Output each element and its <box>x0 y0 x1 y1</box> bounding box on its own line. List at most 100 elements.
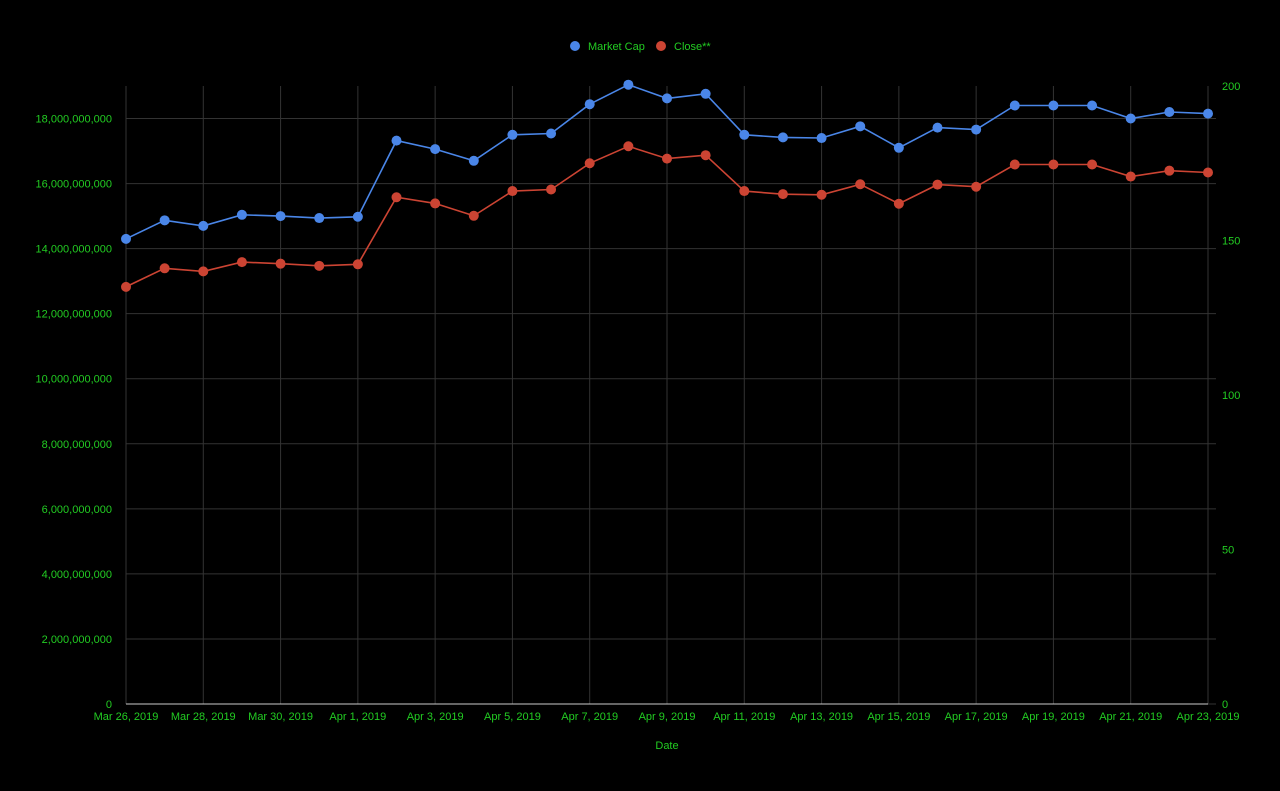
x-tick-label: Apr 3, 2019 <box>407 711 464 723</box>
legend-item[interactable]: Market Cap <box>570 41 645 53</box>
data-point <box>662 153 672 164</box>
data-point <box>584 158 595 169</box>
x-tick-label: Apr 5, 2019 <box>484 711 541 723</box>
legend-marker <box>570 41 580 51</box>
data-point <box>1125 113 1136 124</box>
y-right-tick-label: 200 <box>1222 81 1240 93</box>
data-point <box>352 211 363 222</box>
data-point <box>1125 171 1136 182</box>
data-point <box>546 184 557 195</box>
data-point <box>777 132 788 143</box>
data-point <box>198 266 209 277</box>
y-right-tick-label: 100 <box>1222 390 1240 402</box>
x-tick-label: Apr 1, 2019 <box>329 711 386 723</box>
data-point <box>546 128 557 139</box>
data-point <box>700 88 711 99</box>
data-point <box>430 144 441 155</box>
data-point <box>507 186 518 197</box>
x-tick-label: Apr 13, 2019 <box>790 711 853 723</box>
data-point <box>275 258 286 269</box>
data-point <box>816 189 827 200</box>
axes: 0 2,000,000,000 4,000,000,000 6,000,000,000… <box>36 81 1241 723</box>
series-layer <box>121 79 1213 292</box>
data-point <box>623 141 634 152</box>
x-tick-label: Mar 26, 2019 <box>94 711 159 723</box>
data-point <box>159 215 170 226</box>
data-point <box>932 179 943 190</box>
legend-label: Close** <box>674 41 711 53</box>
data-point <box>893 142 904 153</box>
x-axis-title: Date <box>655 740 678 752</box>
data-point <box>1009 100 1020 111</box>
data-point <box>971 124 982 135</box>
data-point <box>623 79 634 90</box>
data-point <box>739 129 750 140</box>
y-left-tick-label: 18,000,000,000 <box>36 114 112 126</box>
data-point <box>700 150 711 161</box>
y-right-tick-label: 150 <box>1222 236 1240 248</box>
data-point <box>236 257 247 268</box>
data-point <box>121 281 131 292</box>
data-point <box>198 220 209 231</box>
grid-lines <box>125 86 1216 705</box>
x-tick-label: Apr 15, 2019 <box>867 711 930 723</box>
legend-marker <box>656 41 666 51</box>
legend-label: Market Cap <box>588 41 645 53</box>
y-left-tick-label: 16,000,000,000 <box>36 179 112 191</box>
data-point <box>430 198 441 209</box>
legend[interactable]: Market Cap Close** <box>570 41 711 53</box>
data-point <box>275 211 286 222</box>
data-point <box>236 209 247 220</box>
x-tick-label: Apr 9, 2019 <box>639 711 696 723</box>
y-right-tick-label: 50 <box>1222 545 1234 557</box>
y-right-tick-label: 0 <box>1222 699 1228 711</box>
data-point <box>1164 165 1175 176</box>
data-point <box>1203 167 1213 178</box>
y-left-tick-label: 14,000,000,000 <box>36 244 112 256</box>
y-left-tick-label: 12,000,000,000 <box>36 309 112 321</box>
data-point <box>1087 100 1098 111</box>
data-point <box>739 186 750 197</box>
data-point <box>1048 159 1059 170</box>
data-point <box>314 260 325 271</box>
x-tick-label: Apr 21, 2019 <box>1099 711 1162 723</box>
x-tick-label: Apr 7, 2019 <box>561 711 618 723</box>
data-point <box>662 93 672 104</box>
data-point <box>1087 159 1098 170</box>
y-left-tick-label: 8,000,000,000 <box>42 439 112 451</box>
data-point <box>121 233 131 244</box>
y-left-tick-label: 0 <box>106 699 112 711</box>
data-point <box>468 210 479 221</box>
data-point <box>391 192 402 203</box>
y-left-tick-label: 10,000,000,000 <box>36 374 112 386</box>
data-point <box>159 263 170 274</box>
data-point <box>1164 107 1175 118</box>
data-point <box>816 133 827 144</box>
data-point <box>1203 108 1213 119</box>
data-point <box>1048 100 1059 111</box>
x-tick-label: Mar 30, 2019 <box>248 711 313 723</box>
data-point <box>1009 159 1020 170</box>
data-point <box>855 121 866 132</box>
y-left-tick-label: 6,000,000,000 <box>42 504 112 516</box>
x-tick-label: Apr 11, 2019 <box>713 711 775 723</box>
data-point <box>855 179 866 190</box>
x-tick-label: Mar 28, 2019 <box>171 711 236 723</box>
x-tick-label: Apr 19, 2019 <box>1022 711 1085 723</box>
data-point <box>507 129 518 140</box>
data-point <box>314 213 325 224</box>
data-point <box>584 99 595 110</box>
legend-item[interactable]: Close** <box>656 41 711 53</box>
x-tick-label: Apr 17, 2019 <box>945 711 1008 723</box>
data-point <box>777 189 788 200</box>
data-point <box>971 181 982 192</box>
data-point <box>468 155 479 166</box>
x-tick-label: Apr 23, 2019 <box>1177 711 1240 723</box>
data-point <box>391 135 402 146</box>
y-left-tick-label: 2,000,000,000 <box>42 634 112 646</box>
data-point <box>932 122 943 133</box>
data-point <box>893 198 904 209</box>
data-point <box>352 259 363 270</box>
y-left-tick-label: 4,000,000,000 <box>42 569 112 581</box>
